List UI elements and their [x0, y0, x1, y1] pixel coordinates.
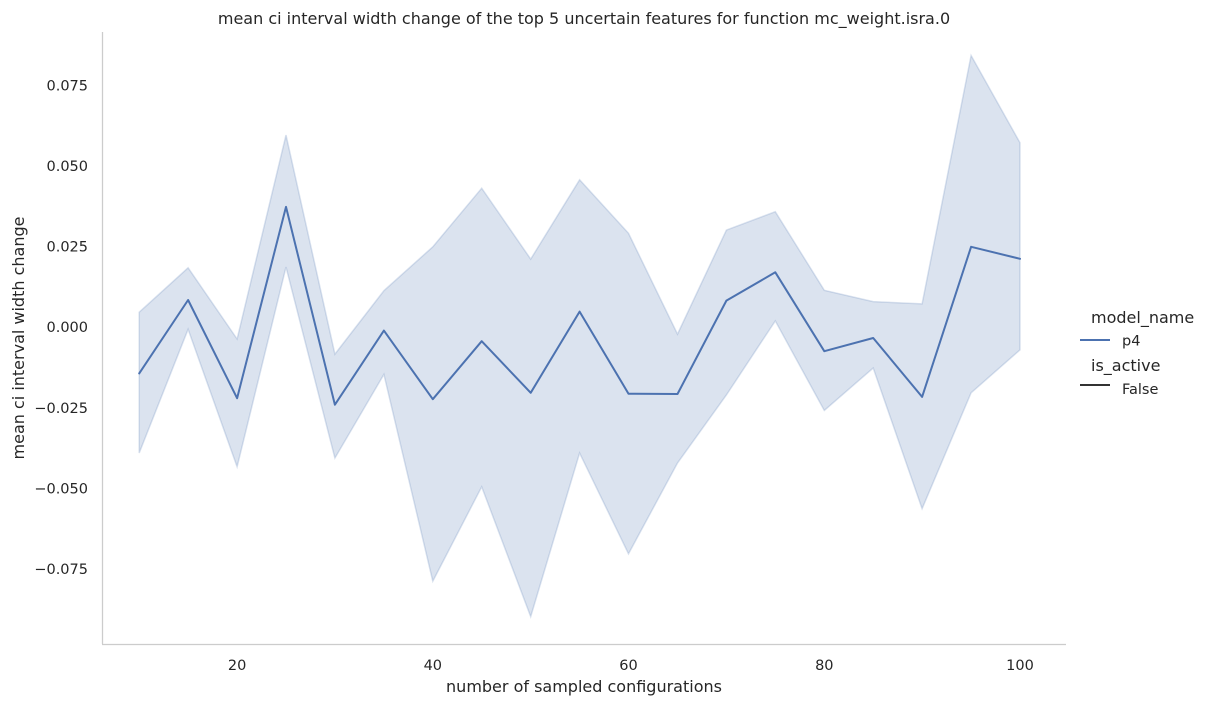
- x-axis-label: number of sampled configurations: [446, 677, 722, 696]
- confidence-band-p4: [138, 53, 1021, 619]
- y-axis-ticks: −0.075 −0.050 −0.025 0.000 0.025 0.050 0.075: [34, 79, 88, 578]
- legend-label-false: False: [1122, 382, 1158, 398]
- legend: model_name p4 is_active False: [1080, 308, 1194, 398]
- series-line-layer: [138, 205, 1021, 406]
- y-tick-label: 0.000: [46, 320, 88, 336]
- y-tick-label: 0.025: [46, 240, 88, 256]
- legend-hue-title: model_name: [1091, 308, 1194, 328]
- x-tick-label: 40: [424, 658, 442, 674]
- x-axis-ticks: 20 40 60 80 100: [228, 658, 1034, 674]
- x-tick-label: 100: [1006, 658, 1034, 674]
- y-axis-label: mean ci interval width change: [9, 217, 28, 460]
- y-tick-label: −0.050: [34, 481, 88, 497]
- x-tick-label: 80: [815, 658, 833, 674]
- y-tick-label: −0.075: [34, 562, 88, 578]
- legend-style-title: is_active: [1091, 356, 1160, 376]
- series-line-p4: [138, 205, 1021, 406]
- confidence-band-layer: [138, 53, 1021, 619]
- legend-label-p4: p4: [1122, 334, 1140, 350]
- chart-title: mean ci interval width change of the top…: [218, 9, 950, 29]
- y-tick-label: 0.075: [46, 79, 88, 95]
- plot-area: [138, 53, 1021, 619]
- x-tick-label: 20: [228, 658, 246, 674]
- x-tick-label: 60: [619, 658, 637, 674]
- y-tick-label: 0.050: [46, 159, 88, 175]
- y-tick-label: −0.025: [34, 401, 88, 417]
